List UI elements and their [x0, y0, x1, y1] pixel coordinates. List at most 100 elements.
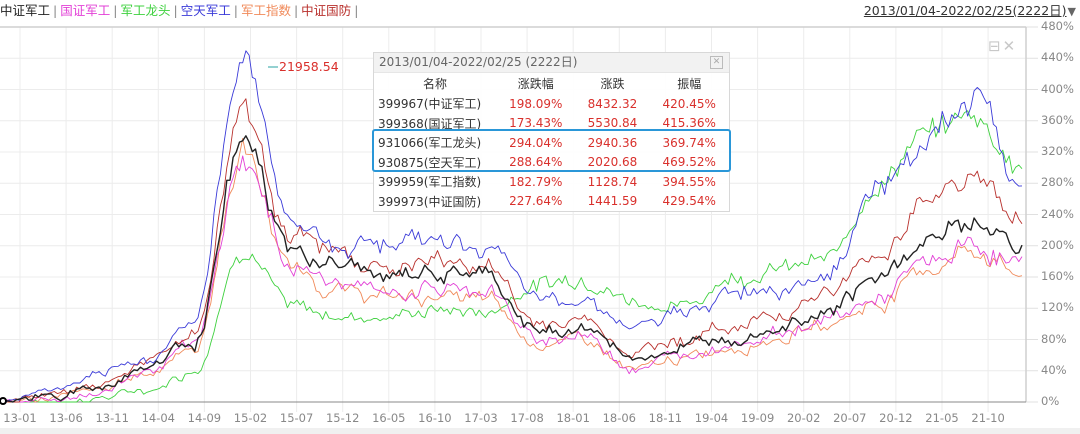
- legend-separator: |: [113, 3, 118, 18]
- table-row[interactable]: 399959(军工指数) 182.79% 1128.74 394.55%: [374, 172, 729, 192]
- x-tick-label: 15-12: [325, 411, 360, 425]
- x-tick-label: 14-09: [187, 411, 222, 425]
- x-tick-label: 13-06: [49, 411, 83, 425]
- y-tick-label: 80%: [1041, 331, 1067, 346]
- table-row[interactable]: 399973(中证国防) 227.64% 1441.59 429.54%: [374, 192, 729, 212]
- date-range-label[interactable]: 2013/01/04-2022/02/25(2222日): [863, 3, 1067, 18]
- legend-separator: |: [293, 3, 299, 18]
- y-tick-label: 480%: [1041, 19, 1074, 33]
- close-icon[interactable]: ✕: [1002, 37, 1016, 55]
- row-pct: 294.04%: [509, 135, 563, 150]
- y-tick-label: 160%: [1041, 269, 1074, 283]
- row-amp: 420.45%: [662, 96, 716, 111]
- legend-separator: |: [354, 3, 359, 18]
- row-chg: 5530.84: [587, 116, 638, 131]
- series-line: [0, 98, 1023, 403]
- x-tick-label: 13-11: [95, 411, 129, 425]
- x-tick-label: 16-10: [418, 411, 452, 425]
- x-tick-label: 17-03: [464, 411, 498, 425]
- col-amp: 振幅: [677, 77, 702, 91]
- x-tick-label: 18-11: [648, 411, 683, 425]
- legend-item[interactable]: 军工龙头: [120, 3, 171, 18]
- x-tick-label: 19-09: [740, 411, 775, 425]
- table-row[interactable]: 931066(军工龙头) 294.04% 2940.36 369.74%: [374, 133, 729, 153]
- row-amp: 415.36%: [662, 116, 716, 131]
- row-name: 399973(中证国防): [378, 194, 482, 209]
- row-pct: 198.09%: [509, 96, 563, 111]
- legend-separator: |: [233, 3, 238, 18]
- row-amp: 429.54%: [662, 194, 716, 209]
- row-chg: 2940.36: [587, 135, 638, 150]
- y-tick-label: 280%: [1041, 175, 1074, 190]
- x-tick-label: 15-07: [279, 411, 314, 425]
- stats-panel-title: 2013/01/04-2022/02/25 (2222日): [379, 55, 578, 69]
- row-chg: 1441.59: [587, 194, 638, 209]
- series-line: [0, 155, 1023, 403]
- row-name: 930875(空天军工): [378, 155, 482, 170]
- x-tick-label: 15-02: [233, 411, 268, 425]
- x-tick-label: 20-07: [833, 411, 867, 425]
- table-row[interactable]: 930875(空天军工) 288.64% 2020.68 469.52%: [374, 153, 729, 173]
- legend-item[interactable]: 军工指数: [240, 3, 291, 18]
- y-tick-label: 200%: [1041, 237, 1074, 252]
- x-tick-label: 19-04: [694, 411, 729, 425]
- restore-icon[interactable]: ⊟: [988, 37, 1001, 55]
- chart-window-buttons: ⊟ ✕: [988, 37, 1015, 55]
- row-amp: 394.55%: [662, 174, 716, 189]
- series-line: [0, 110, 1023, 403]
- row-pct: 227.64%: [509, 194, 563, 209]
- x-tick-label: 18-06: [602, 411, 637, 425]
- legend-item[interactable]: 空天军工: [180, 3, 231, 18]
- row-name: 399967(中证军工): [378, 97, 482, 112]
- table-row[interactable]: 399967(中证军工) 198.09% 8432.32 420.45%: [374, 94, 729, 114]
- row-chg: 2020.68: [587, 155, 638, 170]
- legend: 中证军工 | 国证军工 | 军工龙头 | 空天军工 | 军工指数 | 中证国防 |: [0, 2, 361, 20]
- x-tick-label: 21-10: [971, 411, 1005, 425]
- x-tick-label: 18-01: [556, 411, 590, 425]
- row-pct: 182.79%: [509, 174, 563, 189]
- y-tick-label: 320%: [1041, 144, 1074, 158]
- legend-separator: |: [53, 3, 58, 18]
- date-range-selector[interactable]: 2013/01/04-2022/02/25(2222日)▼: [864, 2, 1076, 21]
- stats-panel-header: 2013/01/04-2022/02/25 (2222日) ✕: [374, 53, 729, 73]
- col-pct: 涨跌幅: [517, 77, 554, 91]
- stats-table: 名称 涨跌幅 涨跌 振幅 399967(中证军工) 198.09% 8432.32 4…: [374, 73, 729, 211]
- legend-separator: |: [173, 3, 178, 18]
- x-tick-label: 21-05: [925, 411, 959, 425]
- x-tick-label: 16-05: [372, 411, 406, 425]
- series-line: [0, 135, 1023, 403]
- x-tick-label: 14-04: [141, 411, 176, 425]
- x-tick-label: 20-12: [879, 411, 913, 425]
- legend-item[interactable]: 中证军工: [0, 3, 51, 18]
- y-tick-label: 40%: [1041, 362, 1067, 377]
- dropdown-arrow-icon[interactable]: ▼: [1067, 5, 1076, 18]
- y-tick-label: 360%: [1041, 112, 1074, 127]
- legend-item[interactable]: 国证军工: [60, 3, 111, 18]
- row-pct: 173.43%: [509, 116, 563, 131]
- row-chg: 8432.32: [587, 96, 638, 111]
- close-icon[interactable]: ✕: [710, 56, 723, 69]
- y-tick-label: 440%: [1041, 50, 1074, 65]
- table-row[interactable]: 399368(国证军工) 173.43% 5530.84 415.36%: [374, 114, 729, 134]
- y-tick-label: 400%: [1041, 81, 1074, 96]
- series-line: [0, 50, 1023, 403]
- row-amp: 369.74%: [662, 135, 716, 150]
- legend-item[interactable]: 中证国防: [301, 3, 352, 18]
- peak-value-annotation: 21958.54: [279, 59, 339, 74]
- row-chg: 1128.74: [587, 174, 638, 189]
- scrollbar-track[interactable]: [0, 428, 1080, 434]
- col-name: 名称: [422, 77, 447, 91]
- x-tick-label: 20-02: [786, 411, 821, 425]
- series-line: [0, 138, 1023, 403]
- row-pct: 288.64%: [509, 155, 563, 170]
- col-chg: 涨跌: [600, 77, 625, 91]
- x-tick-label: 17-08: [510, 411, 544, 425]
- stats-panel: 2013/01/04-2022/02/25 (2222日) ✕ 名称 涨跌幅 涨…: [373, 52, 730, 212]
- row-name: 399368(国证军工): [378, 116, 482, 131]
- y-tick-label: 0%: [1041, 394, 1060, 408]
- stats-header-row: 名称 涨跌幅 涨跌 振幅: [374, 73, 729, 94]
- y-tick-label: 120%: [1041, 300, 1074, 315]
- row-name: 931066(军工龙头): [378, 136, 482, 151]
- y-tick-label: 240%: [1041, 206, 1074, 221]
- row-amp: 469.52%: [662, 155, 716, 170]
